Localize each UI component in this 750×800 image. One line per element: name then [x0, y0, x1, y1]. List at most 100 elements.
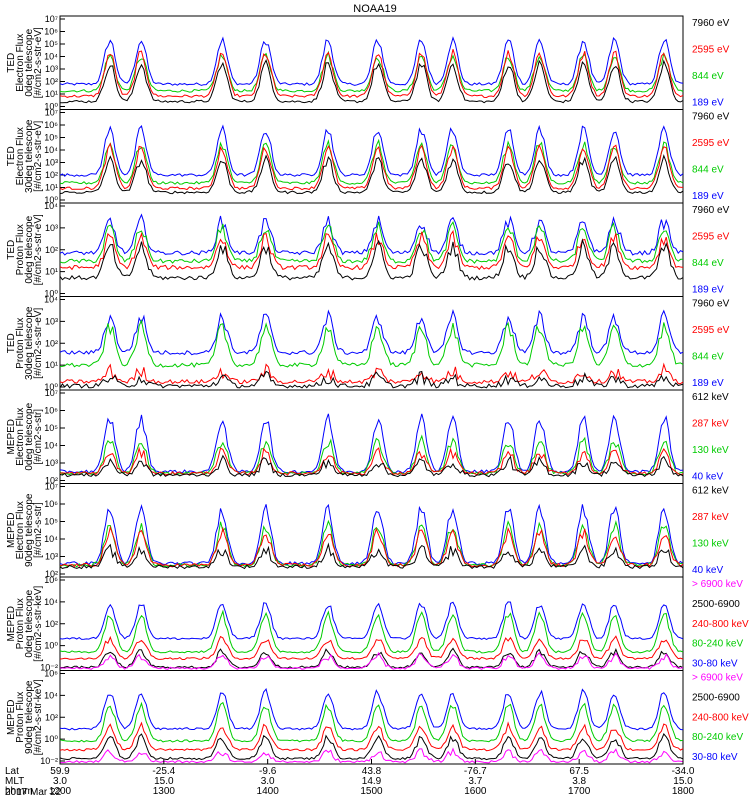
legend-entry: 189 eV [692, 191, 724, 202]
y-tick-label: 10² [45, 245, 58, 255]
y-tick-label: 10³ [45, 316, 58, 326]
legend-entry: 7960 eV [692, 299, 730, 310]
y-tick-label: 10⁰ [44, 734, 58, 744]
y-tick-label: 10⁴ [44, 201, 58, 211]
y-label-line: Electron Flux [15, 501, 26, 559]
x-row-value: 14.9 [362, 776, 382, 787]
y-label-line: Electron Flux [15, 127, 26, 185]
y-tick-label: 10⁴ [44, 534, 58, 544]
legend-entry: 80-240 keV [692, 732, 743, 743]
legend-entry: 2595 eV [692, 138, 730, 149]
y-tick-label: 10⁵ [44, 423, 58, 433]
series-line [59, 733, 684, 761]
y-tick-label: 10¹ [45, 89, 58, 99]
y-tick-label: 10⁴ [44, 441, 58, 451]
y-label-line: MEPED [6, 699, 17, 735]
y-tick-label: 10⁵ [44, 39, 58, 49]
y-label-line: [#/cm2-s-str-eV] [33, 27, 44, 98]
series-line [59, 238, 684, 281]
y-tick-label: 10⁷ [45, 108, 58, 118]
y-tick-label: 10⁶ [44, 406, 58, 416]
series-line [59, 308, 684, 356]
y-label-line: [#/cm2-s-str-eV] [33, 307, 44, 378]
y-tick-label: 10³ [45, 64, 58, 74]
series-line [59, 124, 684, 177]
x-row-value: 1500 [360, 786, 383, 797]
y-tick-label: 10⁷ [45, 14, 58, 24]
y-tick-label: 10⁶ [44, 499, 58, 509]
x-row-value: 67.5 [569, 766, 589, 777]
y-label-line: 30deg telescope [24, 119, 35, 193]
legend-entry: 80-240 keV [692, 639, 743, 650]
y-tick-label: 10¹ [45, 360, 58, 370]
y-label-line: 30deg telescope [24, 306, 35, 380]
y-tick-label: 10⁰ [44, 289, 58, 299]
legend-entry: 2595 eV [692, 45, 730, 56]
panel-frame [59, 670, 684, 765]
y-label-line: TED [6, 53, 17, 73]
y-tick-label: 10² [45, 712, 58, 722]
y-tick-label: 10⁰ [44, 382, 58, 392]
x-row-value: 15.0 [673, 776, 693, 787]
y-tick-label: 10⁵ [44, 133, 58, 143]
y-label-line: 0deg telescope [24, 589, 35, 657]
series-line [59, 688, 684, 731]
legend-entry: 40 keV [692, 565, 723, 576]
y-label-line: TED [6, 333, 17, 353]
y-tick-label: 10⁵ [44, 517, 58, 527]
series-line [59, 647, 684, 669]
legend-entry: 240-800 keV [692, 712, 749, 723]
y-label-line: 90deg telescope [24, 493, 35, 567]
series-line [59, 503, 684, 566]
series-line [59, 229, 684, 271]
chart-title: NOAA19 [353, 3, 396, 15]
legend-entry: 189 eV [692, 285, 724, 296]
series-line [59, 154, 684, 195]
x-row-value: -9.6 [259, 766, 277, 777]
y-tick-label: 10³ [45, 223, 58, 233]
y-label-line: Proton Flux [15, 598, 26, 649]
x-row-value: 1800 [672, 786, 695, 797]
legend-entry: 130 keV [692, 539, 729, 550]
panel-frame [59, 109, 684, 204]
series-line [59, 142, 684, 191]
y-label-line: [#/cm2-s-str-keV] [33, 679, 44, 755]
series-line [59, 525, 684, 568]
y-label-line: [#/cm2-s-str] [33, 502, 44, 558]
legend-entry: 2500-6900 [692, 599, 740, 610]
y-tick-label: 10² [45, 619, 58, 629]
y-label-line: Proton Flux [15, 318, 26, 369]
y-tick-label: 10⁴ [44, 295, 58, 305]
series-line [59, 609, 684, 654]
series-line [59, 370, 684, 389]
y-tick-label: 10⁶ [44, 575, 58, 585]
series-line [59, 49, 684, 99]
y-tick-label: 10² [45, 569, 58, 579]
y-tick-label: 10³ [45, 158, 58, 168]
x-row-value: 3.7 [468, 776, 482, 787]
series-line [59, 413, 684, 475]
y-tick-label: 10⁰ [44, 102, 58, 112]
y-tick-label: 10⁰ [44, 195, 58, 205]
legend-entry: 612 keV [692, 486, 729, 497]
series-line [59, 446, 684, 476]
y-label-line: 0deg telescope [24, 402, 35, 470]
series-line [59, 434, 684, 476]
x-row-name: Lat [5, 766, 19, 777]
series-line [59, 635, 684, 661]
legend-entry: 844 eV [692, 165, 724, 176]
y-tick-label: 10¹ [45, 183, 58, 193]
legend-entry: 2595 eV [692, 232, 730, 243]
y-label-line: Electron Flux [15, 34, 26, 92]
